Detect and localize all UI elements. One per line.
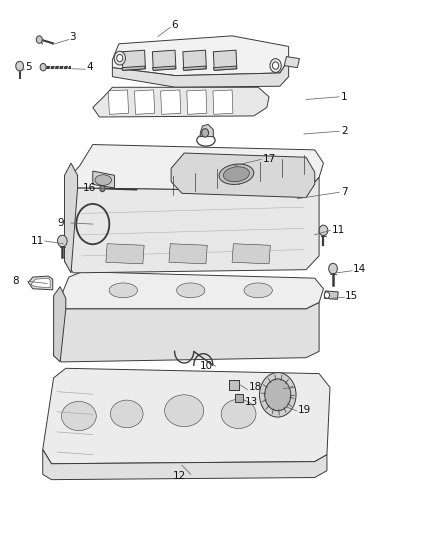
- Text: 12: 12: [173, 471, 187, 481]
- Circle shape: [57, 235, 67, 247]
- Polygon shape: [64, 163, 78, 273]
- Text: 11: 11: [31, 236, 44, 246]
- Circle shape: [117, 54, 123, 62]
- Ellipse shape: [244, 283, 272, 298]
- Polygon shape: [284, 56, 300, 68]
- Polygon shape: [232, 244, 270, 264]
- Ellipse shape: [219, 164, 254, 184]
- Polygon shape: [230, 380, 239, 390]
- Circle shape: [114, 51, 125, 65]
- Text: 8: 8: [12, 276, 19, 286]
- Polygon shape: [64, 175, 319, 273]
- Polygon shape: [183, 66, 206, 70]
- Polygon shape: [171, 153, 315, 198]
- Polygon shape: [106, 244, 144, 264]
- Text: 16: 16: [83, 183, 96, 193]
- Ellipse shape: [221, 399, 256, 429]
- Polygon shape: [213, 66, 237, 70]
- Polygon shape: [93, 171, 115, 188]
- Polygon shape: [169, 244, 207, 264]
- Ellipse shape: [165, 395, 204, 426]
- Text: 5: 5: [25, 62, 32, 72]
- Polygon shape: [43, 368, 330, 464]
- Ellipse shape: [109, 283, 138, 298]
- Polygon shape: [28, 276, 53, 290]
- Circle shape: [319, 225, 328, 236]
- Polygon shape: [109, 90, 128, 114]
- Polygon shape: [53, 298, 319, 362]
- Text: 7: 7: [341, 187, 347, 197]
- Polygon shape: [324, 291, 338, 300]
- Polygon shape: [43, 449, 327, 480]
- Text: 9: 9: [57, 218, 64, 228]
- Circle shape: [16, 61, 24, 71]
- Text: 3: 3: [69, 33, 75, 43]
- Text: 2: 2: [341, 126, 347, 136]
- Ellipse shape: [177, 283, 205, 298]
- Ellipse shape: [110, 400, 143, 427]
- Text: 15: 15: [345, 290, 358, 301]
- Polygon shape: [213, 50, 237, 70]
- Text: 10: 10: [199, 361, 212, 371]
- Text: 14: 14: [353, 264, 366, 274]
- Polygon shape: [134, 90, 155, 114]
- Circle shape: [328, 263, 337, 274]
- Text: 6: 6: [171, 20, 178, 30]
- Text: 18: 18: [249, 382, 262, 392]
- Text: 1: 1: [341, 92, 347, 102]
- Ellipse shape: [95, 175, 112, 185]
- Polygon shape: [71, 144, 323, 191]
- Circle shape: [324, 292, 329, 298]
- Ellipse shape: [61, 401, 96, 431]
- Circle shape: [40, 63, 46, 71]
- Text: 13: 13: [245, 397, 258, 407]
- Text: 4: 4: [86, 62, 93, 72]
- Polygon shape: [152, 66, 176, 70]
- Polygon shape: [183, 50, 206, 70]
- Polygon shape: [93, 87, 269, 117]
- Polygon shape: [113, 36, 289, 76]
- Circle shape: [270, 59, 281, 72]
- Polygon shape: [152, 50, 176, 70]
- Polygon shape: [187, 90, 207, 114]
- Circle shape: [36, 36, 42, 43]
- Polygon shape: [60, 272, 323, 309]
- Text: 19: 19: [297, 405, 311, 415]
- Ellipse shape: [223, 167, 249, 182]
- Polygon shape: [161, 90, 181, 114]
- Polygon shape: [235, 394, 243, 402]
- Circle shape: [265, 379, 291, 411]
- Polygon shape: [122, 50, 145, 70]
- Polygon shape: [122, 66, 145, 70]
- Polygon shape: [213, 90, 233, 114]
- Polygon shape: [200, 124, 213, 136]
- Polygon shape: [53, 287, 66, 362]
- Text: 11: 11: [332, 225, 346, 236]
- Circle shape: [201, 128, 208, 137]
- Circle shape: [259, 373, 296, 417]
- Circle shape: [272, 62, 279, 69]
- Polygon shape: [113, 60, 289, 87]
- Circle shape: [100, 185, 105, 192]
- Text: 17: 17: [262, 155, 276, 164]
- Polygon shape: [31, 278, 50, 288]
